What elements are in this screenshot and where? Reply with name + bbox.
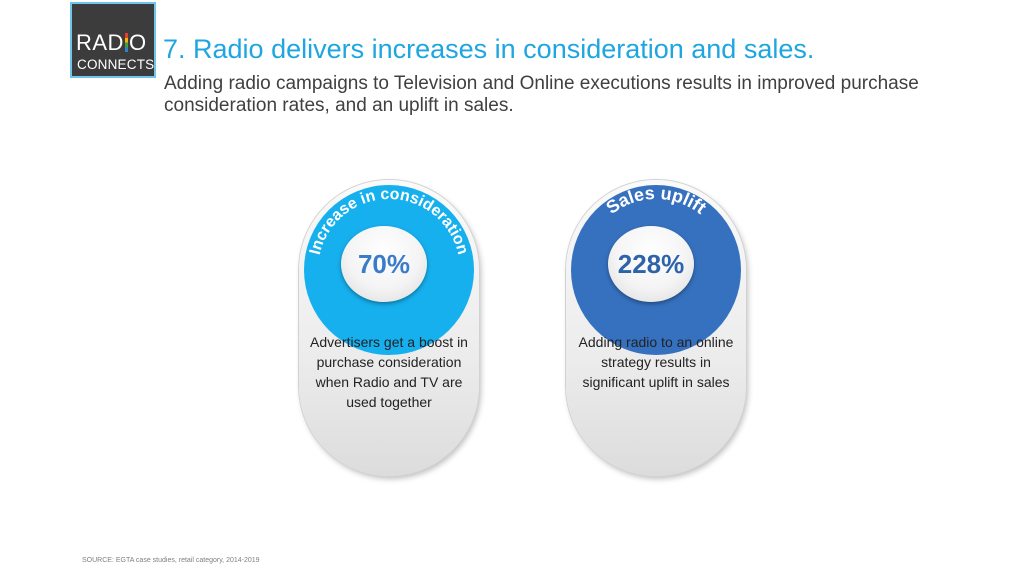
sales-description: Adding radio to an online strategy resul…	[578, 334, 734, 390]
consideration-description: Advertisers get a boost in purchase cons…	[310, 334, 468, 410]
sales-value: 228%	[617, 248, 685, 279]
radio-connects-logo: RAD O CONNECTS	[70, 2, 156, 78]
sales-card: Sales uplift 228% Adding radio to an onl…	[566, 180, 746, 476]
consideration-card: Increase in consideration 70% Advertiser…	[299, 180, 479, 476]
consideration-value: 70%	[357, 248, 411, 279]
consideration-value-disc: 70%	[341, 226, 427, 302]
logo-line-2: CONNECTS	[77, 57, 155, 72]
source-note: SOURCE: EGTA case studies, retail catego…	[82, 557, 260, 564]
slide-subtitle: Adding radio campaigns to Television and…	[164, 73, 919, 116]
sales-value-disc: 228%	[608, 226, 694, 302]
logo-line-1: RAD O	[76, 30, 147, 55]
sales-arc-label: Sales uplift	[602, 183, 710, 218]
svg-text:Sales uplift: Sales uplift	[602, 183, 710, 218]
slide-title: 7. Radio delivers increases in considera…	[163, 34, 815, 64]
